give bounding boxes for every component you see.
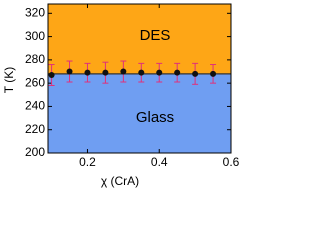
point [156, 69, 163, 76]
chart: χ (CrA) T (K) DES Glass 200 220 240 260 280 300… [2, 3, 240, 188]
region-glass [48, 73, 231, 153]
region-des [48, 4, 231, 74]
point [138, 69, 145, 76]
y-tick-label: 300 [25, 29, 45, 43]
x-tick-label: 0.4 [151, 155, 168, 169]
y-tick-label: 320 [25, 5, 45, 19]
y-tick-label: 200 [25, 145, 45, 159]
y-axis-label: T (K) [2, 67, 16, 93]
y-tick-label: 220 [25, 122, 45, 136]
y-tick-label: 260 [25, 75, 45, 89]
point [66, 68, 73, 75]
y-tick-label: 280 [25, 52, 45, 66]
point [174, 69, 181, 76]
point [192, 70, 199, 77]
x-tick-label: 0.6 [223, 155, 240, 169]
point [84, 69, 91, 76]
point [102, 69, 109, 76]
annotation: Glass [136, 109, 174, 126]
point [48, 72, 55, 79]
point [120, 68, 127, 75]
x-tick-label: 0.2 [79, 155, 96, 169]
annotation: DES [140, 27, 171, 44]
point [210, 70, 217, 77]
plot-frame [47, 3, 232, 154]
y-tick-label: 240 [25, 99, 45, 113]
x-axis-label: χ (CrA) [101, 174, 139, 188]
